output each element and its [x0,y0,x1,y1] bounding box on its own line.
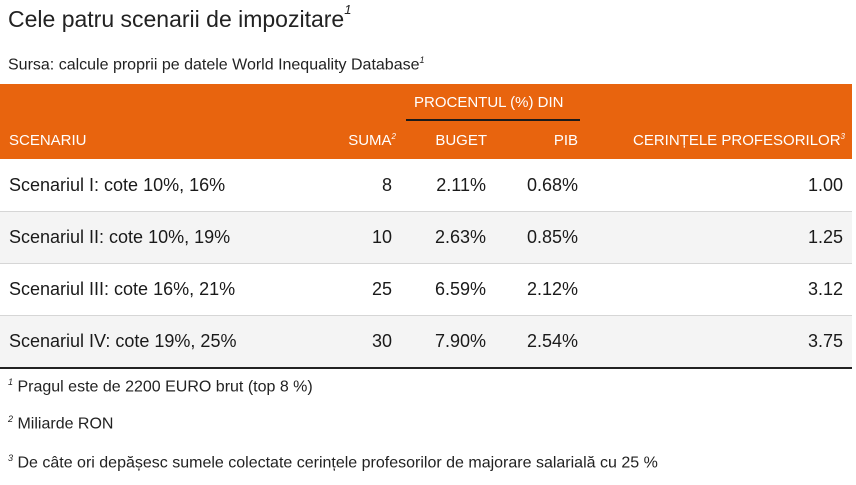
row-divider [0,263,852,264]
footnote-text: De câte ori depășesc sumele colectate ce… [17,454,658,472]
chart-title-footnote-marker: 1 [344,2,352,18]
cell-buget: 7.90% [434,331,486,351]
cell-cerinte: 3.12 [807,279,843,299]
column-header-cerinte-label: CERINȚELE PROFESORILOR [633,132,841,149]
cell-suma: 25 [371,279,392,299]
cell-buget: 2.63% [434,227,486,247]
cell-scenariu: Scenariul I: cote 10%, 16% [9,175,226,195]
cell-pib: 2.12% [526,279,578,299]
column-header-scenariu: SCENARIU [9,132,87,149]
cell-buget: 2.11% [436,175,486,195]
cell-buget: 6.59% [434,279,486,299]
chart-subtitle-footnote-marker: 1 [419,55,425,65]
table-bottom-rule [0,367,852,369]
footnote-text: Pragul este de 2200 EURO brut (top 8 %) [17,378,313,396]
column-header-suma: SUMA2 [348,132,396,149]
footnote-3: 3 De câte ori depășesc sumele colectate … [8,453,658,472]
table-header [0,84,852,159]
cell-cerinte: 1.25 [807,227,843,247]
column-header-suma-label: SUMA [348,132,392,149]
row-divider [0,211,852,212]
cell-pib: 0.68% [526,175,578,195]
chart-subtitle: Sursa: calcule proprii pe datele World I… [8,55,425,74]
column-header-cerinte-footnote-marker: 3 [840,132,845,141]
table-row: Scenariul III: cote 16%, 21% 25 6.59% 2.… [0,264,852,316]
table-row: Scenariul II: cote 10%, 19% 10 2.63% 0.8… [0,212,852,264]
column-header-scenariu-label: SCENARIU [9,132,87,149]
footnote-marker: 2 [8,414,14,424]
table-row: Scenariul IV: cote 19%, 25% 30 7.90% 2.5… [0,316,852,368]
cell-cerinte: 1.00 [807,175,843,195]
cell-suma: 8 [381,175,392,195]
cell-scenariu: Scenariul II: cote 10%, 19% [9,227,231,247]
footnote-marker: 3 [8,453,14,463]
column-header-buget: BUGET [435,132,487,149]
cell-cerinte: 3.75 [807,331,843,351]
group-header-underline [406,119,580,121]
column-header-suma-footnote-marker: 2 [391,132,396,141]
footnote-2: 2 Miliarde RON [8,414,113,433]
chart-title-text: Cele patru scenarii de impozitare [8,6,345,32]
column-header-buget-label: BUGET [435,132,487,149]
column-header-pib-label: PIB [553,132,578,149]
footnote-1: 1 Pragul este de 2200 EURO brut (top 8 %… [8,377,313,396]
column-header-cerinte: CERINȚELE PROFESORILOR3 [633,132,845,149]
footnote-text: Miliarde RON [17,415,114,433]
cell-suma: 30 [371,331,392,351]
chart-subtitle-text: Sursa: calcule proprii pe datele World I… [8,56,420,74]
group-header-procentul: PROCENTUL (%) DIN [414,94,564,111]
footnote-marker: 1 [8,377,14,387]
table-row: Scenariul I: cote 10%, 16% 8 2.11% 0.68%… [0,160,852,212]
cell-scenariu: Scenariul III: cote 16%, 21% [9,279,236,299]
cell-pib: 0.85% [526,227,578,247]
row-divider [0,315,852,316]
column-header-pib: PIB [554,132,578,149]
chart-title: Cele patru scenarii de impozitare1 [8,2,351,33]
cell-suma: 10 [371,227,392,247]
cell-pib: 2.54% [526,331,578,351]
cell-scenariu: Scenariul IV: cote 19%, 25% [9,331,237,351]
